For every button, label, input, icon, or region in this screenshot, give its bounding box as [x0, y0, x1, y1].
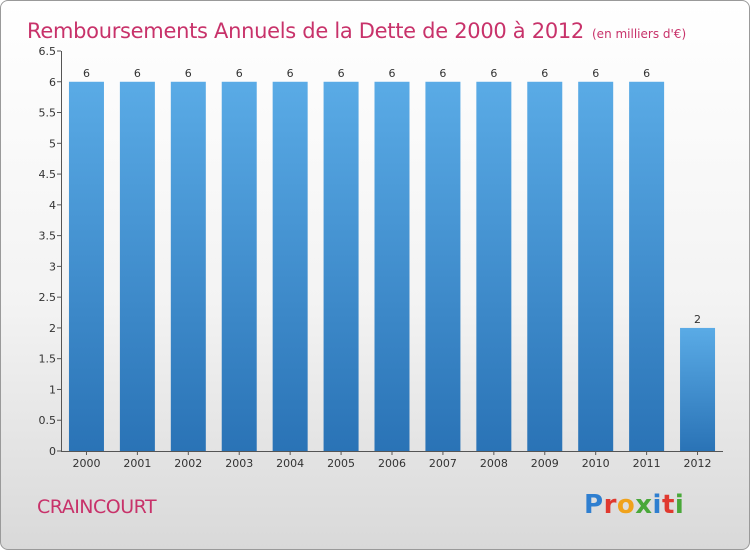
- y-tick-label: 6.5: [39, 45, 57, 58]
- bar: [680, 327, 716, 451]
- y-tick-label: 4.5: [39, 168, 57, 181]
- bar-value-label: 6: [338, 67, 345, 80]
- bar-value-label: 6: [185, 67, 192, 80]
- bar-value-label: 6: [643, 67, 650, 80]
- bar: [578, 81, 614, 452]
- x-tick-label: 2011: [633, 457, 661, 470]
- chart-bars: [68, 81, 716, 452]
- x-tick-label: 2009: [531, 457, 559, 470]
- y-tick-label: 1.5: [39, 353, 57, 366]
- bar-value-label: 6: [490, 67, 497, 80]
- bar: [629, 81, 665, 452]
- bar-value-label: 6: [541, 67, 548, 80]
- y-tick-label: 2: [49, 322, 56, 335]
- x-tick-label: 2005: [327, 457, 355, 470]
- chart-unit-label: (en milliers d'€): [592, 27, 687, 41]
- x-tick-label: 2006: [378, 457, 406, 470]
- x-tick-label: 2001: [123, 457, 151, 470]
- y-tick-label: 0: [49, 445, 56, 458]
- bar: [272, 81, 308, 452]
- logo-letter: o: [616, 490, 636, 520]
- bar-value-label: 6: [287, 67, 294, 80]
- commune-name: CRAINCOURT: [37, 496, 157, 518]
- bar: [119, 81, 155, 452]
- chart-title: Remboursements Annuels de la Dette de 20…: [27, 8, 686, 46]
- logo-letter: i: [652, 490, 662, 520]
- y-tick-label: 6: [49, 76, 56, 89]
- bar: [425, 81, 461, 452]
- logo-letter: x: [635, 490, 653, 520]
- y-tick-label: 1: [49, 383, 56, 396]
- logo-letter: t: [661, 490, 675, 520]
- logo-letter: P: [584, 490, 604, 520]
- x-tick-label: 2000: [72, 457, 100, 470]
- x-tick-label: 2008: [480, 457, 508, 470]
- y-tick-label: 5.5: [39, 107, 57, 120]
- x-tick-label: 2003: [225, 457, 253, 470]
- bar: [170, 81, 206, 452]
- y-tick-label: 5: [49, 137, 56, 150]
- bar: [221, 81, 257, 452]
- bar-value-label: 6: [592, 67, 599, 80]
- y-tick-label: 4: [49, 199, 56, 212]
- x-tick-label: 2002: [174, 457, 202, 470]
- bar: [527, 81, 563, 452]
- chart-axes: 0 0.5 1 1.5 2 2.5 3 3.5 4 4.5 5 5.5 6 6.5: [39, 45, 723, 458]
- y-tick-label: 3.5: [39, 230, 57, 243]
- chart-title-text: Remboursements Annuels de la Dette de 20…: [27, 19, 584, 43]
- logo-letter: i: [674, 490, 685, 520]
- x-tick-label: 2004: [276, 457, 304, 470]
- y-tick-label: 2.5: [39, 291, 57, 304]
- bar-value-label: 6: [236, 67, 243, 80]
- x-tick-label: 2007: [429, 457, 457, 470]
- chart-labels: 6 2000 6 2001 6 2002 6 2003 6 2004 6 2005 6 2006 6 2007…: [72, 67, 711, 470]
- bar-value-label: 6: [389, 67, 396, 80]
- x-tick-label: 2012: [684, 457, 712, 470]
- logo-letter: r: [603, 490, 617, 520]
- bar: [476, 81, 512, 452]
- bar: [68, 81, 104, 452]
- bar-value-label: 2: [694, 313, 701, 326]
- bar-value-label: 6: [439, 67, 446, 80]
- bar-value-label: 6: [83, 67, 90, 80]
- x-tick-label: 2010: [582, 457, 610, 470]
- bar-value-label: 6: [134, 67, 141, 80]
- y-tick-label: 0.5: [39, 414, 57, 427]
- bar: [374, 81, 410, 452]
- bar: [323, 81, 359, 452]
- y-tick-label: 3: [49, 260, 56, 273]
- proxiti-logo[interactable]: Proxiti: [584, 490, 684, 520]
